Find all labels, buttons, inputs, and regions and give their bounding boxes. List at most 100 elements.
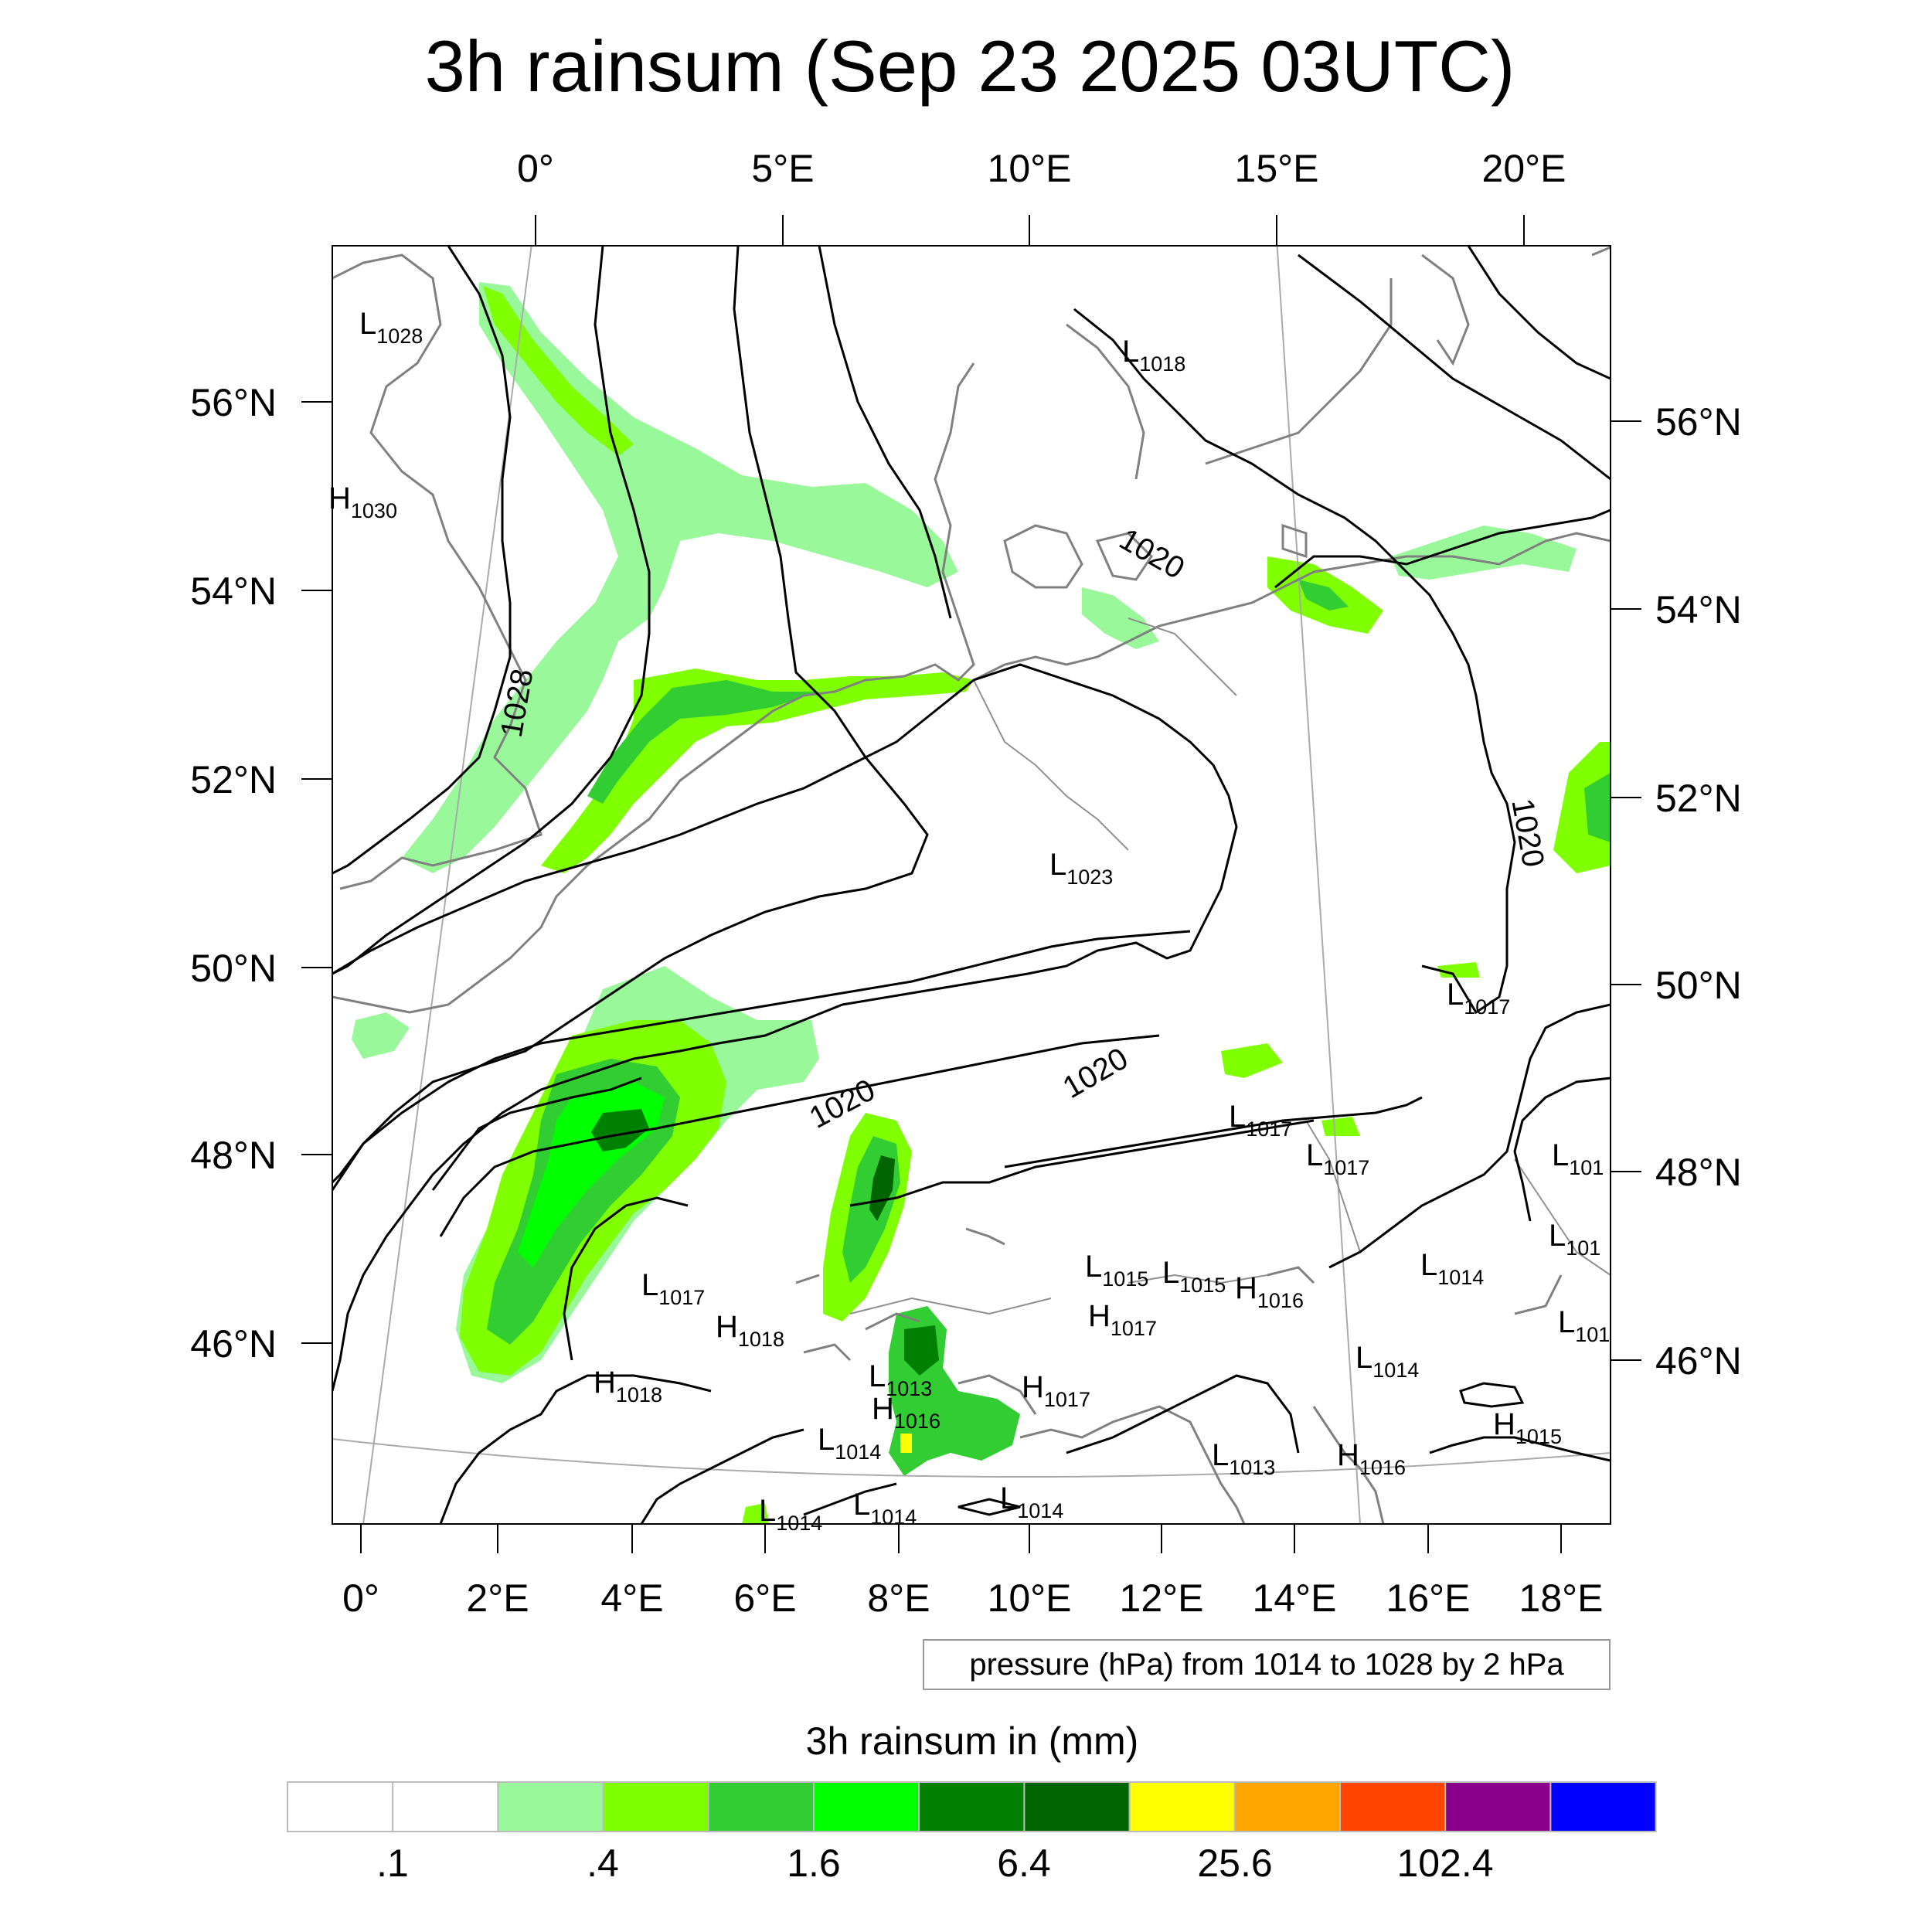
colorbar-label: 6.4 — [997, 1842, 1051, 1885]
isobar-baltic-east — [1298, 253, 1611, 481]
rain-area-poland-east-core — [1584, 773, 1611, 842]
colorbar-label: .1 — [376, 1842, 409, 1885]
pressure-center: H1017 — [1022, 1370, 1090, 1411]
colorbar-title: 3h rainsum in (mm) — [806, 1719, 1139, 1763]
isobar-1022 — [818, 246, 952, 619]
left-lat-label: 46°N — [190, 1322, 277, 1366]
isobar-south-2 — [640, 1428, 804, 1524]
pressure-center: L1014 — [818, 1423, 881, 1464]
pressure-center: H1030 — [328, 481, 397, 522]
left-lat-label: 50°N — [190, 947, 277, 990]
pressure-center: L1015 — [1085, 1250, 1148, 1291]
right-latitude-labels: 56°N 54°N 52°N 50°N 48°N 46°N — [1655, 400, 1742, 1383]
bottom-lon-label: 0° — [342, 1577, 379, 1620]
colorbar-label: 102.4 — [1396, 1842, 1493, 1885]
rainfall-field — [352, 282, 1611, 1524]
pressure-center: H1018 — [594, 1366, 662, 1406]
rain-area-alps-dark — [869, 1155, 895, 1221]
rain-area-ligurian — [742, 1503, 769, 1524]
colorbar-box — [813, 1781, 920, 1832]
pressure-center: H1015 — [1493, 1407, 1562, 1448]
isobar-1016-east — [1004, 1096, 1423, 1168]
country-borders — [849, 617, 1611, 1315]
left-lat-label: 52°N — [190, 758, 277, 801]
right-lat-label: 54°N — [1655, 588, 1742, 631]
pressure-center: L1017 — [1306, 1138, 1369, 1179]
contour-info-text: pressure (hPa) from 1014 to 1028 by 2 hP… — [969, 1648, 1564, 1682]
isobar-1020-north — [1073, 308, 1516, 1015]
rain-area-baltic-east — [1391, 526, 1577, 580]
rain-area-netherlands-medium — [587, 680, 819, 804]
left-lat-label: 48°N — [190, 1134, 277, 1177]
bottom-lon-label: 14°E — [1253, 1577, 1337, 1620]
isobar-1016 — [439, 1034, 1160, 1237]
isobar-1028 — [332, 246, 512, 875]
colorbar-label: .4 — [587, 1842, 619, 1885]
isobar-sweden — [1274, 509, 1611, 589]
colorbar-box — [497, 1781, 604, 1832]
pressure-center: L101 — [1558, 1305, 1610, 1346]
isobar-1020-south — [332, 663, 1238, 1392]
pressure-center: L101 — [1552, 1138, 1604, 1179]
bottom-lon-label: 12°E — [1120, 1577, 1204, 1620]
isobar-1016-inner — [563, 1196, 689, 1361]
isobar-italy-loop — [957, 1498, 1021, 1516]
top-lon-label: 10°E — [988, 147, 1072, 190]
isobars — [332, 246, 1611, 1524]
isobar-1014-east — [849, 1119, 1315, 1207]
graticule — [332, 246, 1611, 1524]
pressure-center: L1017 — [1447, 978, 1510, 1019]
bottom-lon-label: 10°E — [988, 1577, 1072, 1620]
colorbar-labels: .1 .4 1.6 6.4 25.6 102.4 — [376, 1842, 1493, 1885]
pressure-center: H1016 — [1235, 1271, 1304, 1312]
rain-area-baltic-medium — [1298, 580, 1349, 611]
colorbar-box — [1339, 1781, 1447, 1832]
colorbar-box — [1549, 1781, 1657, 1832]
rain-area-poland-east — [1553, 742, 1611, 873]
right-lat-label: 56°N — [1655, 400, 1742, 444]
pressure-center: L1023 — [1049, 848, 1113, 889]
colorbar-box — [287, 1781, 394, 1832]
pressure-center: L1015 — [1162, 1256, 1226, 1297]
colorbar-box — [392, 1781, 499, 1832]
isobar-1014-carpathian — [1513, 1077, 1611, 1222]
colorbar-box — [602, 1781, 709, 1832]
right-lat-label: 52°N — [1655, 777, 1742, 820]
top-lon-label: 15°E — [1235, 147, 1319, 190]
rain-area-english-channel — [352, 1012, 410, 1059]
pressure-center: L1017 — [1229, 1100, 1292, 1141]
pressure-center: L101 — [1549, 1219, 1600, 1260]
pressure-center: H1016 — [872, 1392, 940, 1433]
pressure-center: L1013 — [1212, 1438, 1275, 1479]
rain-area-czech — [1221, 1043, 1283, 1078]
colorbar-box — [1023, 1781, 1131, 1832]
left-latitude-labels: 56°N 54°N 52°N 50°N 48°N 46°N — [190, 381, 277, 1366]
colorbar-box — [1128, 1781, 1236, 1832]
pressure-center: L1017 — [641, 1268, 705, 1309]
top-lon-label: 0° — [517, 147, 554, 190]
rain-area-po-dark — [904, 1325, 939, 1376]
right-lat-label: 48°N — [1655, 1151, 1742, 1194]
left-lat-label: 54°N — [190, 570, 277, 613]
rain-area-po-yellow — [900, 1434, 912, 1453]
isobar-baltic-east-2 — [1467, 246, 1611, 380]
isobar-1024 — [332, 246, 929, 1184]
isobar-balkan-loop — [1459, 1382, 1525, 1408]
tick-marks — [301, 215, 1641, 1553]
pressure-center: H1017 — [1088, 1299, 1157, 1340]
bottom-longitude-labels: 0° 2°E 4°E 6°E 8°E 10°E 12°E 14°E 16°E 1… — [342, 1577, 1603, 1620]
pressure-center: L1018 — [1122, 335, 1185, 376]
top-longitude-labels: 0° 5°E 10°E 15°E 20°E — [517, 147, 1566, 190]
contour-info-box: pressure (hPa) from 1014 to 1028 by 2 hP… — [923, 1639, 1611, 1690]
colorbar-label: 25.6 — [1197, 1842, 1272, 1885]
isobar-1026 — [332, 246, 651, 975]
pressure-center: H1016 — [1337, 1438, 1406, 1479]
bottom-lon-label: 2°E — [466, 1577, 529, 1620]
right-lat-label: 50°N — [1655, 964, 1742, 1007]
colorbar-label: 1.6 — [787, 1842, 841, 1885]
isobar-adriatic — [1066, 1374, 1300, 1454]
pressure-center: L1014 — [1355, 1341, 1419, 1382]
pressure-center: L1014 — [1000, 1481, 1063, 1522]
pressure-center: L1014 — [759, 1494, 822, 1535]
